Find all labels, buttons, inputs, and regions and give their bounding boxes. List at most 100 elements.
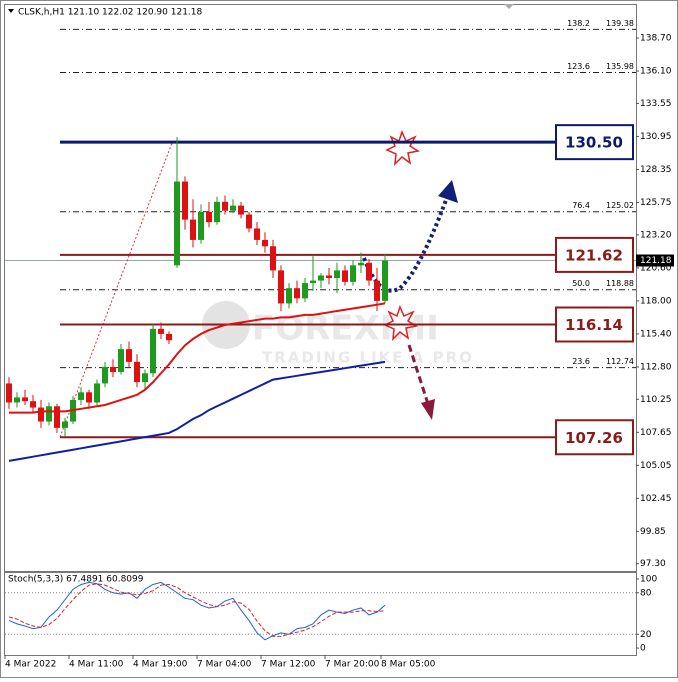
candle-body — [278, 270, 284, 304]
candle-body — [270, 246, 276, 271]
fib-swing — [59, 142, 173, 438]
candle-body — [286, 288, 292, 304]
candle-body — [38, 407, 44, 422]
y-tick-label: 123.20 — [640, 230, 672, 240]
candle-body — [126, 349, 132, 362]
x-tick-label: 4 Mar 2022 — [5, 660, 56, 670]
menu-icon — [8, 9, 14, 13]
x-tick-label: 4 Mar 19:00 — [133, 660, 188, 670]
level-box — [555, 124, 634, 161]
stoch-title: Stoch(5,3,3) 67.4891 60.8099 — [8, 575, 144, 585]
level-label: 116.14 — [565, 316, 623, 334]
candle-body — [246, 214, 252, 229]
bear-arrow — [407, 344, 435, 420]
candle-body — [334, 270, 340, 279]
y-tick-label: 20 — [640, 630, 652, 640]
candle-body — [6, 383, 12, 403]
candle-body — [302, 283, 308, 299]
main-panel — [4, 4, 637, 572]
moving-average — [9, 302, 386, 414]
fib-value: 139.38 — [606, 19, 634, 28]
level-box — [555, 306, 634, 343]
candle-body — [206, 211, 212, 223]
level-box — [555, 236, 634, 273]
last-price-label: 121.18 — [640, 256, 672, 266]
y-tick-label: 99.85 — [640, 527, 666, 537]
x-tick-label: 4 Mar 11:00 — [69, 660, 124, 670]
candle-body — [374, 280, 380, 301]
candle-body — [62, 421, 68, 428]
candle-body — [350, 265, 356, 282]
level-label: 107.26 — [565, 429, 623, 447]
level-label: 130.50 — [565, 134, 623, 152]
y-tick-label: 97.30 — [640, 559, 666, 569]
candle-body — [166, 333, 172, 341]
y-tick-label: 107.65 — [640, 428, 672, 438]
y-tick-label: 100 — [640, 574, 657, 584]
y-tick-label: 136.10 — [640, 67, 672, 77]
x-tick-label: 7 Mar 12:00 — [261, 660, 316, 670]
candle-body — [366, 262, 372, 281]
candle-body — [342, 270, 348, 282]
fib-value: 125.02 — [606, 201, 634, 210]
chart-title: CLSK,h,H1 121.10 122.02 120.90 121.18 — [18, 8, 203, 18]
fib-ratio: 76.4 — [572, 201, 590, 210]
candle-body — [158, 328, 164, 334]
y-tick-label: 133.55 — [640, 99, 672, 109]
y-tick-label: 118.00 — [640, 296, 672, 306]
stoch-line — [8, 583, 386, 637]
fib-ratio: 123.6 — [567, 62, 590, 71]
y-tick-label: 130.95 — [640, 132, 672, 142]
candle-body — [54, 406, 60, 428]
candle-body — [326, 275, 332, 279]
x-tick-label: 7 Mar 04:00 — [197, 660, 252, 670]
candle-body — [310, 280, 316, 284]
candle-body — [262, 239, 268, 247]
x-tick-label: 7 Mar 20:00 — [325, 660, 380, 670]
y-tick-label: 110.25 — [640, 395, 672, 405]
fib-value: 112.74 — [606, 357, 634, 366]
bull-arrow-head — [438, 180, 458, 203]
candle-body — [86, 392, 92, 403]
y-tick-label: 102.45 — [640, 494, 672, 504]
fib-value: 118.88 — [606, 279, 634, 288]
candle-body — [134, 361, 140, 383]
y-tick-label: 138.70 — [640, 34, 672, 44]
level-label: 121.62 — [565, 246, 623, 264]
fib-ratio: 50.0 — [572, 279, 590, 288]
candle-body — [318, 275, 324, 281]
last-price-tag — [636, 254, 674, 267]
shift-marker — [504, 4, 514, 9]
fib-value: 135.98 — [606, 62, 634, 71]
candle-body — [294, 288, 300, 299]
candle-body — [118, 349, 124, 372]
candle-body — [174, 181, 180, 266]
candle-body — [94, 383, 100, 403]
moving-average — [8, 360, 386, 462]
candle-body — [46, 406, 52, 422]
candle-body — [30, 401, 36, 408]
candle-body — [358, 262, 364, 266]
x-tick-label: 8 Mar 05:00 — [381, 660, 436, 670]
stoch-line — [8, 581, 386, 641]
candle-body — [182, 181, 188, 220]
level-box — [555, 419, 634, 456]
candle-body — [142, 373, 148, 383]
candle-body — [14, 397, 20, 403]
candle-body — [214, 201, 220, 223]
bear-arrow-head — [421, 399, 435, 420]
y-tick-label: 0 — [640, 644, 646, 654]
y-tick-label: 125.75 — [640, 198, 672, 208]
watermark-tagline: TRADING LIKE A PRO — [262, 349, 474, 367]
candle-body — [238, 205, 244, 215]
candle-body — [254, 228, 260, 240]
candle-body — [110, 366, 116, 372]
y-tick-label: 105.05 — [640, 461, 672, 471]
candle-body — [198, 211, 204, 240]
y-tick-label: 80 — [640, 588, 652, 598]
fib-ratio: 138.2 — [567, 19, 590, 28]
candle-body — [230, 205, 236, 211]
burst-icon — [385, 129, 420, 167]
candle-body — [22, 397, 28, 402]
